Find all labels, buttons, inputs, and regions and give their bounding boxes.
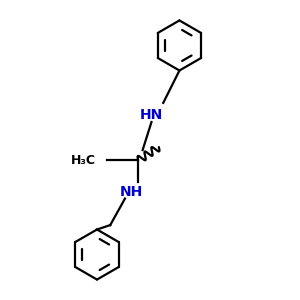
Text: NH: NH — [120, 185, 143, 199]
Text: H₃C: H₃C — [70, 154, 95, 167]
Text: HN: HN — [140, 108, 163, 122]
